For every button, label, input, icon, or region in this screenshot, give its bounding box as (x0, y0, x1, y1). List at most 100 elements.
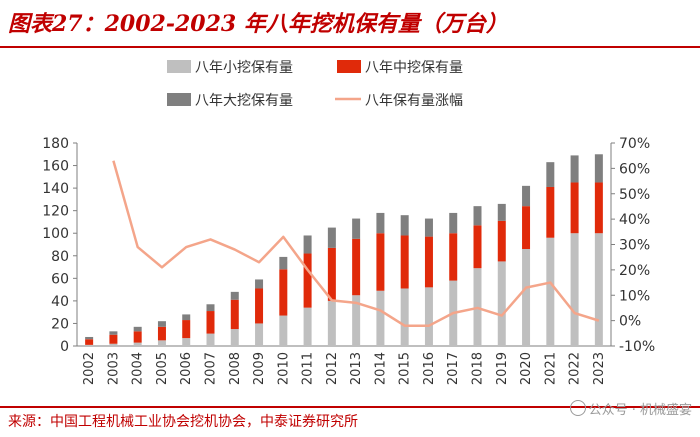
bar-medium-excavator (376, 233, 385, 291)
bar-medium-excavator (546, 186, 555, 238)
bar-large-excavator (449, 212, 458, 234)
bar-medium-excavator (206, 311, 215, 334)
bar-small-excavator (594, 233, 603, 346)
x-tick-label: 2011 (301, 352, 316, 385)
bar-medium-excavator (473, 225, 482, 269)
x-tick-label: 2012 (325, 352, 340, 385)
bar-large-excavator (473, 206, 482, 226)
watermark: 公众号 · 机械盛宴 (569, 399, 692, 418)
bar-large-excavator (303, 235, 312, 254)
bar-medium-excavator (303, 253, 312, 308)
left-tick-label: 140 (42, 181, 69, 197)
x-tick-label: 2020 (519, 352, 534, 385)
right-tick-label: 60% (619, 161, 650, 177)
left-tick-label: 120 (42, 204, 69, 220)
bar-small-excavator (109, 343, 118, 346)
bar-small-excavator (400, 288, 409, 346)
right-tick-label: 50% (619, 187, 650, 203)
bar-small-excavator (85, 344, 94, 346)
left-tick-label: 160 (42, 159, 69, 175)
x-tick-label: 2010 (276, 352, 291, 385)
bar-small-excavator (255, 323, 264, 346)
figure-title: 图表27：2002-2023 年八年挖机保有量（万台） (8, 11, 508, 37)
right-tick-label: 0% (619, 314, 641, 330)
bar-small-excavator (327, 300, 336, 346)
x-tick-label: 2004 (131, 352, 146, 385)
x-tick-label: 2013 (349, 352, 364, 385)
bar-large-excavator (327, 227, 336, 248)
x-tick-label: 2015 (398, 352, 413, 385)
bar-small-excavator (546, 237, 555, 346)
right-tick-label: 30% (619, 238, 650, 254)
source-note: 来源：中国工程机械工业协会挖机协会，中泰证券研究所 (8, 414, 358, 430)
bar-medium-excavator (570, 182, 579, 234)
right-tick-label: 70% (619, 136, 650, 152)
bar-large-excavator (570, 155, 579, 183)
bar-small-excavator (206, 333, 215, 346)
bar-large-excavator (255, 279, 264, 289)
bar-large-excavator (400, 215, 409, 236)
x-tick-label: 2021 (543, 352, 558, 385)
bar-large-excavator (424, 218, 433, 237)
right-tick-label: -10% (619, 339, 655, 355)
bar-small-excavator (497, 261, 506, 346)
bar-medium-excavator (449, 233, 458, 281)
x-tick-label: 2003 (106, 352, 121, 385)
bar-medium-excavator (327, 247, 336, 301)
legend-medium-swatch (337, 60, 361, 73)
legend-medium-label: 八年中挖保有量 (365, 60, 463, 76)
bar-medium-excavator (157, 326, 166, 341)
right-tick-label: 40% (619, 212, 650, 228)
title-bar: 图表27：2002-2023 年八年挖机保有量（万台） (0, 0, 700, 48)
legend-growth-label: 八年保有量涨幅 (365, 93, 463, 109)
wechat-icon (569, 400, 586, 416)
bar-small-excavator (352, 295, 361, 346)
bar-large-excavator (157, 321, 166, 327)
bar-medium-excavator (279, 269, 288, 316)
bar-large-excavator (182, 314, 191, 321)
x-tick-label: 2005 (155, 352, 170, 385)
bar-large-excavator (594, 154, 603, 183)
bar-large-excavator (109, 331, 118, 335)
source-divider (0, 406, 700, 408)
bar-medium-excavator (255, 288, 264, 324)
right-tick-label: 10% (619, 288, 650, 304)
bar-large-excavator (206, 304, 215, 312)
bar-small-excavator (230, 329, 239, 346)
bar-medium-excavator (182, 320, 191, 339)
bar-medium-excavator (230, 299, 239, 330)
x-tick-label: 2022 (568, 352, 583, 385)
bar-small-excavator (522, 249, 531, 346)
x-tick-label: 2023 (592, 352, 607, 385)
left-tick-label: 40 (51, 294, 69, 310)
x-tick-label: 2002 (82, 352, 97, 385)
bar-small-excavator (182, 338, 191, 346)
bar-small-excavator (570, 233, 579, 346)
legend-small-swatch (167, 60, 191, 73)
watermark-text: 公众号 · 机械盛宴 (588, 403, 692, 418)
x-tick-label: 2008 (228, 352, 243, 385)
x-tick-label: 2019 (495, 352, 510, 385)
right-tick-label: 20% (619, 263, 650, 279)
bar-large-excavator (230, 291, 239, 300)
bar-medium-excavator (400, 235, 409, 289)
legend-small-label: 八年小挖保有量 (195, 60, 293, 76)
left-tick-label: 60 (51, 271, 69, 287)
bar-medium-excavator (424, 236, 433, 288)
left-tick-label: 100 (42, 226, 69, 242)
bar-medium-excavator (85, 339, 94, 345)
left-tick-label: 0 (60, 339, 69, 355)
x-tick-label: 2017 (446, 352, 461, 385)
bar-large-excavator (497, 203, 506, 221)
bar-small-excavator (133, 342, 142, 346)
x-tick-label: 2007 (204, 352, 219, 385)
title-divider (0, 46, 700, 48)
bar-small-excavator (376, 290, 385, 346)
chart: 0 20 40 60 80 100 120 140 160 180 -10% 0% 10% 20% 30% 4… (42, 60, 655, 385)
left-tick-label: 80 (51, 249, 69, 265)
x-tick-label: 2009 (252, 352, 267, 385)
x-tick-label: 2016 (422, 352, 437, 385)
x-tick-label: 2014 (373, 352, 388, 385)
bar-large-excavator (546, 162, 555, 187)
bar-medium-excavator (109, 334, 118, 344)
